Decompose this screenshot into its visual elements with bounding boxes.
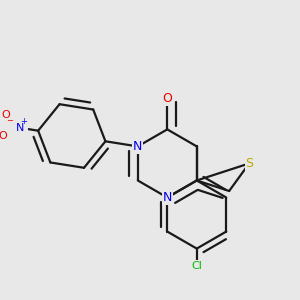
Text: S: S xyxy=(245,157,253,170)
Text: O: O xyxy=(162,92,172,105)
Text: O: O xyxy=(2,110,11,120)
Text: O: O xyxy=(0,131,7,141)
Text: Cl: Cl xyxy=(191,261,202,271)
Text: +: + xyxy=(20,117,27,126)
Text: N: N xyxy=(163,191,172,204)
Text: N: N xyxy=(133,140,142,153)
Text: N: N xyxy=(15,123,24,133)
Text: −: − xyxy=(6,116,13,125)
